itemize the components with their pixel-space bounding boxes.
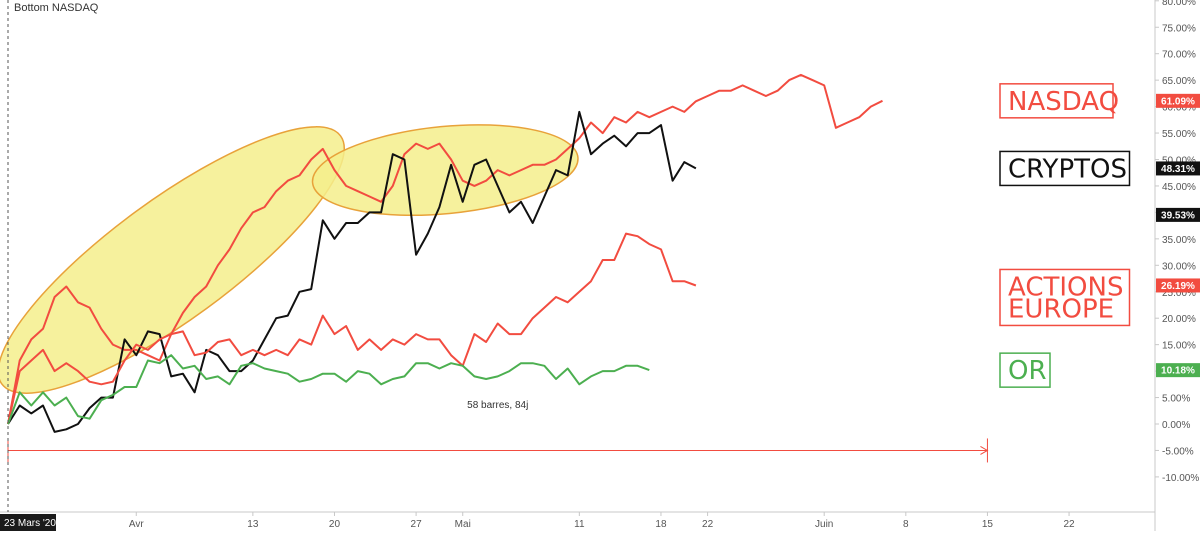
x-tick-label: 22 — [1063, 519, 1075, 530]
y-tick-label: -10.00% — [1162, 473, 1199, 484]
x-tick-label: 13 — [247, 519, 259, 530]
x-tick-label: 15 — [982, 519, 994, 530]
y-tick-label: 65.00% — [1162, 76, 1196, 87]
legend-label: EUROPE — [1008, 294, 1114, 324]
legend-frame — [999, 268, 1131, 327]
y-tick-label: 75.00% — [1162, 23, 1196, 34]
y-tick-label: -5.00% — [1162, 446, 1194, 457]
series-line-nasdaq[interactable] — [7, 73, 883, 425]
y-tick-label: 70.00% — [1162, 50, 1196, 61]
legend-label: CRYPTOS — [1008, 154, 1127, 184]
series-line-cryptos[interactable] — [7, 110, 697, 433]
legend-box-nasdaq[interactable]: NASDAQ — [999, 83, 1119, 119]
y-tick-label: 0.00% — [1162, 420, 1190, 431]
legend-box-or[interactable]: OR — [999, 352, 1051, 388]
highlight-ellipse-april[interactable] — [0, 88, 376, 433]
price-badge-label: 61.09% — [1161, 96, 1195, 107]
legend-frame — [999, 352, 1051, 388]
x-tick-label: 11 — [574, 519, 585, 530]
x-tick-label: 8 — [903, 519, 909, 530]
x-tick-label: Avr — [129, 519, 144, 530]
x-tick-label: 20 — [329, 519, 341, 530]
highlight-ellipse-may[interactable] — [308, 114, 582, 226]
legend-frame — [999, 83, 1114, 119]
price-badge — [1156, 278, 1200, 293]
y-tick-label: 25.00% — [1162, 288, 1196, 299]
price-badge — [1156, 207, 1200, 222]
price-badge — [1156, 161, 1200, 176]
date-range-arrow-icon — [980, 446, 989, 455]
y-tick-label: 60.00% — [1162, 103, 1196, 114]
y-tick-label: 30.00% — [1162, 261, 1196, 272]
date-range-measure: 58 barres, 84j — [7, 400, 989, 463]
y-tick-label: 20.00% — [1162, 314, 1196, 325]
legend-label: NASDAQ — [1008, 87, 1119, 117]
price-badge-label: 10.18% — [1161, 366, 1195, 377]
price-badge — [1156, 93, 1200, 108]
series-lines — [7, 73, 883, 433]
x-tick-highlight — [0, 514, 56, 531]
x-tick-label: 22 — [702, 519, 714, 530]
highlight-ellipses — [0, 88, 582, 433]
y-tick-label: 80.00% — [1162, 0, 1196, 8]
symbol-title: Bottom NASDAQ — [14, 2, 99, 14]
x-axis: 23 Mars '20 Avr 13 20 27 Mai 11 18 22 Juin 8 15 22 — [0, 0, 1155, 531]
price-badge-label: 39.53% — [1161, 210, 1195, 221]
x-tick-label: 23 Mars '20 — [4, 518, 56, 529]
series-line-actions-europe[interactable] — [7, 232, 697, 425]
legend-frame — [999, 150, 1131, 187]
price-badge — [1156, 363, 1200, 378]
x-tick-label: 18 — [655, 519, 667, 530]
x-tick-label: 27 — [411, 519, 423, 530]
series-line-or[interactable] — [7, 354, 650, 425]
price-badge-label: 48.31% — [1161, 164, 1195, 175]
legend-label: ACTIONS — [1008, 272, 1123, 302]
x-tick-label: Juin — [815, 519, 833, 530]
price-badges: 61.09% 48.31% 39.53% 26.19% 10.18% — [1156, 93, 1200, 378]
y-tick-label: 50.00% — [1162, 156, 1196, 167]
y-tick-label: 5.00% — [1162, 394, 1190, 405]
date-range-label: 58 barres, 84j — [467, 400, 528, 411]
y-tick-label: 15.00% — [1162, 341, 1196, 352]
price-badge-label: 26.19% — [1161, 281, 1195, 292]
legend-box-cryptos[interactable]: CRYPTOS — [999, 150, 1131, 187]
y-tick-label: 35.00% — [1162, 235, 1196, 246]
legend-label: OR — [1008, 356, 1047, 386]
x-tick-label: Mai — [455, 519, 471, 530]
y-tick-label: 45.00% — [1162, 182, 1196, 193]
y-tick-label: 55.00% — [1162, 129, 1196, 140]
y-axis: 80.00% 75.00% 70.00% 65.00% 60.00% 55.00% 50.0… — [1154, 0, 1199, 531]
